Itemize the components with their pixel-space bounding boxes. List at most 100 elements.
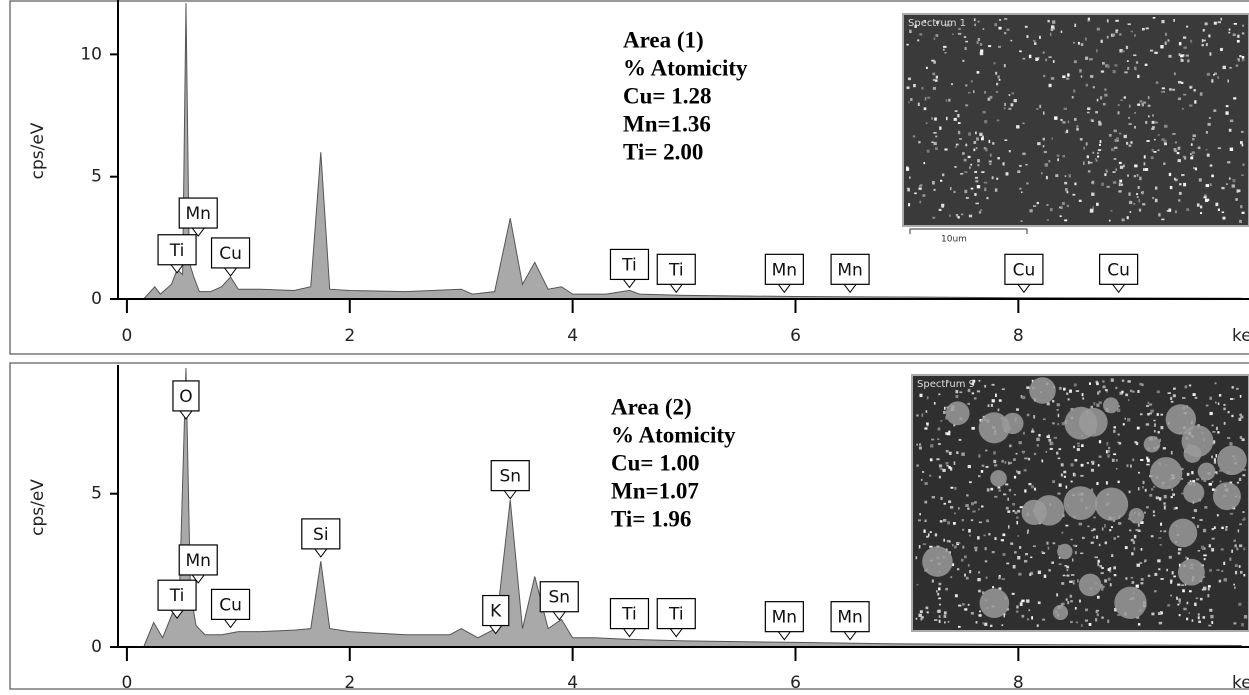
sem-speck [1170, 594, 1172, 597]
annotation-label: Ti [668, 605, 684, 625]
sem-speck [1063, 387, 1066, 391]
sem-speck [1125, 45, 1129, 50]
sem-speck [1237, 34, 1240, 38]
sem-speck [1177, 97, 1182, 101]
sem-speck [1167, 392, 1171, 394]
sem-speck [1041, 552, 1046, 554]
sem-speck [983, 90, 987, 94]
sem-speck [1177, 146, 1181, 150]
sem-speck [1117, 480, 1120, 484]
sem-speck [1167, 39, 1170, 42]
sem-particle [1114, 586, 1147, 619]
sem-speck [1052, 399, 1055, 403]
sem-speck [923, 20, 926, 22]
annotation-label: Mn [837, 608, 862, 628]
x-tick-label: 0 [122, 673, 133, 693]
sem-speck [974, 193, 977, 196]
sem-speck [1205, 43, 1208, 47]
sem-speck [1166, 209, 1170, 212]
sem-speck [957, 122, 961, 124]
sem-speck [987, 404, 990, 408]
sem-speck [1092, 86, 1095, 89]
sem-speck [938, 619, 941, 623]
sem-speck [921, 616, 924, 619]
sem-speck [1203, 196, 1207, 199]
sem-speck [1057, 158, 1059, 162]
sem-speck [916, 583, 919, 586]
sem-speck [1134, 125, 1136, 129]
sem-speck [945, 461, 949, 465]
sem-speck [1158, 497, 1162, 501]
sem-speck [1090, 541, 1094, 544]
sem-speck [977, 37, 981, 41]
sem-speck [1091, 119, 1094, 122]
sem-speck [1051, 137, 1054, 140]
sem-speck [1096, 482, 1099, 486]
sem-speck [1235, 387, 1239, 390]
sem-speck [1113, 537, 1116, 540]
sem-speck [923, 529, 926, 533]
sem-speck [1157, 431, 1160, 434]
sem-speck [1060, 473, 1063, 477]
sem-speck [977, 578, 981, 582]
sem-speck [1216, 514, 1219, 517]
sem-speck [1067, 120, 1070, 124]
sem-speck [918, 446, 922, 450]
sem-speck [962, 603, 965, 606]
sem-speck [1074, 544, 1078, 547]
sem-speck [1106, 442, 1109, 446]
sem-speck [1069, 389, 1072, 393]
sem-speck [1007, 461, 1011, 465]
sem-speck [1070, 407, 1074, 411]
sem-speck [1235, 198, 1238, 201]
sem-speck [1160, 578, 1164, 580]
sem-speck [1044, 163, 1048, 167]
sem-speck [1046, 402, 1050, 406]
annotation-pointer [777, 284, 791, 294]
sem-speck [1175, 210, 1177, 214]
sem-speck [1183, 182, 1187, 187]
y-tick-label: 0 [91, 289, 102, 309]
sem-speck [1146, 458, 1150, 463]
sem-speck [1113, 426, 1117, 429]
sem-speck [1207, 198, 1210, 202]
sem-speck [1237, 189, 1241, 193]
sem-speck [1061, 421, 1066, 426]
sem-speck [1170, 496, 1173, 499]
sem-speck [1156, 413, 1159, 416]
sem-speck [1158, 537, 1162, 539]
spectrum-area [142, 3, 1242, 299]
sem-speck [1216, 569, 1220, 571]
sem-speck [1025, 552, 1029, 556]
sem-speck [1241, 32, 1245, 35]
sem-speck [1186, 25, 1189, 28]
sem-speck [1181, 173, 1185, 177]
sem-speck [979, 43, 983, 46]
sem-speck [1029, 209, 1033, 213]
sem-speck [954, 166, 957, 168]
sem-speck [969, 534, 971, 537]
annotation-pointer [170, 609, 184, 620]
sem-speck [1133, 54, 1137, 57]
annotation-pointer [1112, 284, 1126, 294]
sem-speck [933, 402, 936, 405]
sem-speck [1060, 118, 1063, 122]
sem-speck [1107, 446, 1111, 450]
sem-speck [925, 410, 928, 413]
sem-speck [1182, 36, 1187, 39]
sem-speck [1146, 456, 1149, 460]
sem-speck [1061, 531, 1064, 534]
sem-speck [1174, 141, 1178, 144]
sem-speck [942, 48, 945, 51]
sem-speck [958, 604, 962, 607]
sem-speck [1132, 540, 1136, 544]
sem-speck [948, 551, 951, 554]
sem-particle [1103, 397, 1119, 414]
sem-speck [1041, 459, 1044, 463]
sem-speck [1023, 469, 1027, 472]
sem-speck [1228, 31, 1231, 34]
sem-speck [985, 465, 989, 469]
sem-speck [1140, 413, 1143, 416]
sem-speck [1114, 146, 1118, 149]
sem-speck [1110, 378, 1114, 382]
